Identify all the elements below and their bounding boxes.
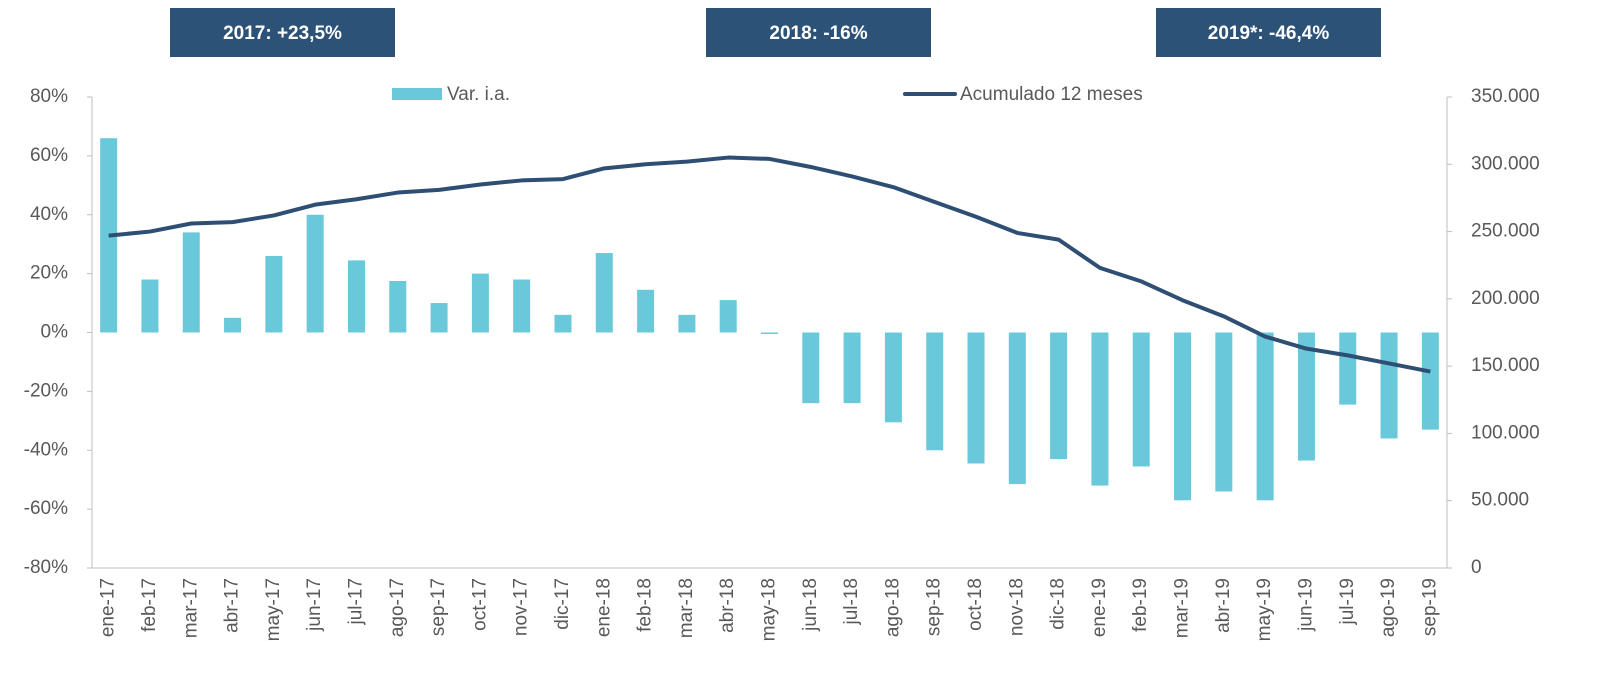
x-tick-label: oct-18 — [965, 578, 986, 631]
y2-tick-label: 0 — [1471, 557, 1482, 578]
y-tick-label: -20% — [24, 380, 68, 401]
x-tick-label: abr-17 — [222, 578, 243, 633]
bar — [1008, 332, 1026, 485]
x-tick-label: nov-18 — [1006, 578, 1027, 636]
x-tick-label: ene-18 — [593, 578, 614, 637]
y2-tick-label: 100.000 — [1471, 422, 1540, 443]
bar — [182, 232, 200, 333]
y2-tick-label: 250.000 — [1471, 221, 1540, 242]
bar — [1421, 332, 1439, 430]
bar — [1050, 332, 1068, 460]
bar — [306, 214, 324, 333]
annotation: 2018: -16% — [769, 23, 867, 44]
y-tick-label: -40% — [24, 439, 68, 460]
x-tick-label: may-18 — [759, 578, 780, 641]
bar — [471, 273, 489, 333]
y-tick-label: 20% — [30, 263, 68, 284]
y2-tick-label: 150.000 — [1471, 355, 1540, 376]
bar — [389, 280, 407, 333]
line — [108, 155, 1431, 374]
x-tick-label: ene-17 — [98, 578, 119, 637]
x-tick-label: jun-17 — [304, 578, 325, 632]
bar — [1215, 332, 1233, 492]
annotation-box — [706, 8, 931, 57]
bar — [1297, 332, 1315, 461]
bar — [1380, 332, 1398, 439]
x-tick-label: feb-18 — [635, 578, 656, 632]
x-tick-label: ago-18 — [882, 578, 903, 637]
y2-tick-label: 50.000 — [1471, 490, 1529, 511]
bar — [761, 332, 778, 334]
y2-tick-label: 350.000 — [1471, 86, 1540, 107]
bar — [1132, 332, 1150, 467]
y2-tick-label: 200.000 — [1471, 288, 1540, 309]
legend-label: Var. i.a. — [447, 84, 510, 105]
bar — [1256, 332, 1274, 501]
bar — [224, 317, 242, 333]
bar — [595, 253, 613, 333]
bar — [1174, 332, 1192, 501]
bar — [678, 314, 696, 333]
bar — [265, 255, 283, 333]
x-tick-label: abr-19 — [1213, 578, 1234, 633]
x-tick-label: jun-18 — [800, 578, 821, 632]
x-tick-label: mar-17 — [180, 578, 201, 638]
bar — [554, 314, 572, 333]
x-tick-label: mar-19 — [1172, 578, 1193, 638]
bar — [637, 289, 655, 333]
bar — [802, 332, 820, 404]
x-tick-label: jul-19 — [1337, 578, 1358, 625]
x-tick-label: feb-19 — [1130, 578, 1151, 632]
y-tick-label: 0% — [41, 322, 69, 343]
annotation-box — [170, 8, 395, 57]
y-tick-label: -60% — [24, 498, 68, 519]
x-tick-label: may-19 — [1254, 578, 1275, 641]
annotation: 2019*: -46,4% — [1208, 23, 1330, 44]
y2-tick-label: 300.000 — [1471, 153, 1540, 174]
bar — [884, 332, 902, 423]
annotation: 2017: +23,5% — [223, 23, 342, 44]
x-tick-label: sep-17 — [428, 578, 449, 636]
x-tick-label: mar-18 — [676, 578, 697, 638]
x-tick-label: jun-19 — [1295, 578, 1316, 632]
bar — [843, 332, 861, 404]
y-tick-label: 60% — [30, 145, 68, 166]
bar — [926, 332, 944, 451]
y-tick-label: 40% — [30, 204, 68, 225]
bar — [513, 279, 531, 333]
bar — [719, 300, 737, 333]
bar — [1339, 332, 1357, 405]
x-tick-label: ago-17 — [387, 578, 408, 637]
x-tick-label: feb-17 — [139, 578, 160, 632]
x-tick-label: ago-19 — [1378, 578, 1399, 637]
bar — [1091, 332, 1109, 486]
x-tick-label: nov-17 — [511, 578, 532, 636]
bar — [141, 279, 159, 333]
x-tick-label: sep-18 — [924, 578, 945, 636]
annotation-box — [1156, 8, 1381, 57]
x-tick-label: dic-18 — [1048, 578, 1069, 630]
bar — [347, 260, 365, 333]
x-tick-label: jul-18 — [841, 578, 862, 625]
x-tick-label: oct-17 — [469, 578, 490, 631]
x-tick-label: jul-17 — [345, 578, 366, 625]
legend-label: Acumulado 12 meses — [960, 84, 1143, 105]
legend-swatch — [392, 88, 442, 100]
x-tick-label: ene-19 — [1089, 578, 1110, 637]
bar — [967, 332, 985, 464]
x-tick-label: dic-17 — [552, 578, 573, 630]
x-tick-label: may-17 — [263, 578, 284, 641]
bar — [430, 303, 448, 333]
x-tick-label: abr-18 — [717, 578, 738, 633]
y-tick-label: -80% — [24, 557, 68, 578]
x-tick-label: sep-19 — [1419, 578, 1440, 636]
y-tick-label: 80% — [30, 86, 68, 107]
